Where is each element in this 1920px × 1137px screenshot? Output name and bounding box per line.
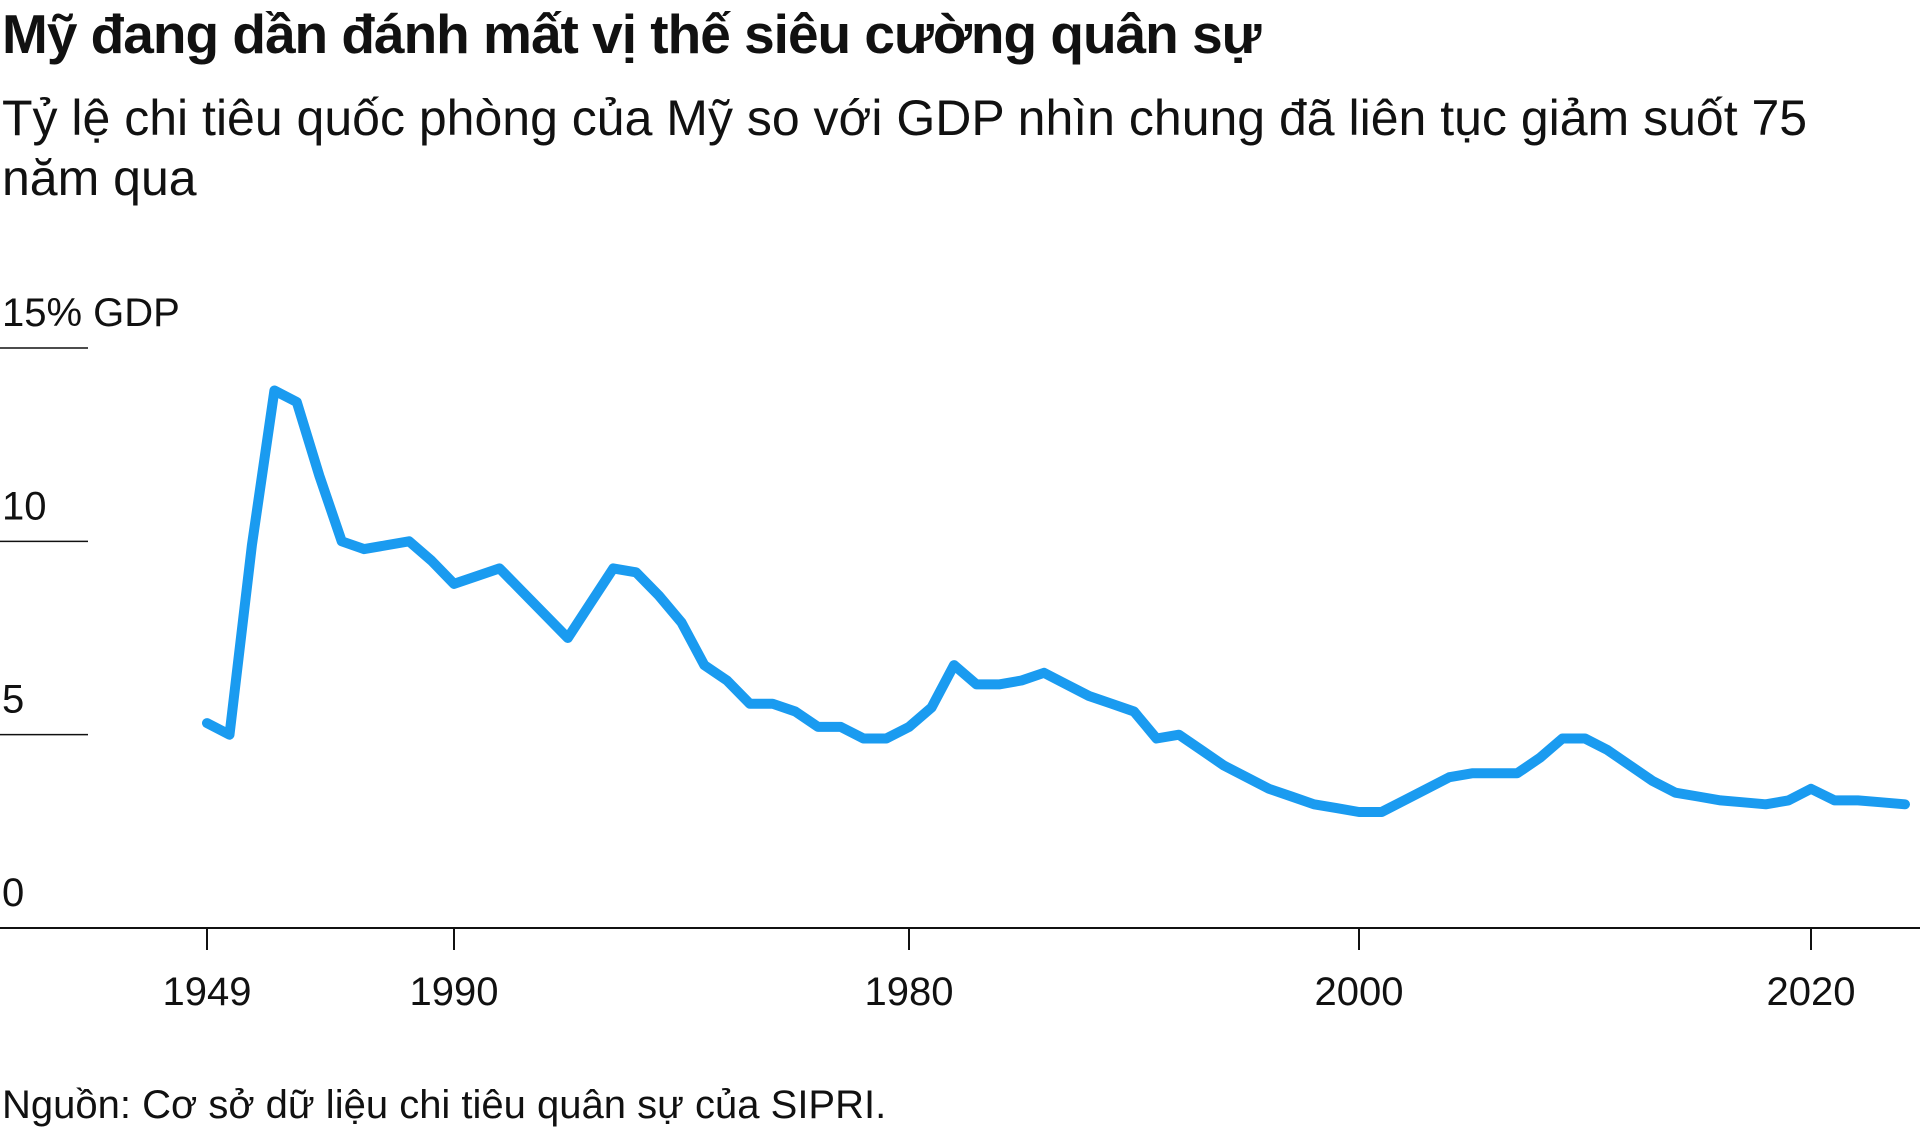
- y-tick-label: 15% GDP: [2, 291, 180, 335]
- x-tick-label: 2020: [1767, 970, 1856, 1014]
- chart-title: Mỹ đang dần đánh mất vị thế siêu cường q…: [2, 3, 1261, 65]
- y-tick-label: 10: [2, 484, 47, 528]
- series-layer: [202, 385, 1910, 817]
- y-tick-label: 5: [2, 678, 24, 722]
- x-tick-label: 1949: [163, 970, 252, 1014]
- x-tick-label: 1990: [410, 970, 499, 1014]
- y-tick-label: 0: [2, 871, 24, 915]
- chart-subtitle: Tỷ lệ chi tiêu quốc phòng của Mỹ so với …: [2, 90, 1808, 206]
- series-line-0: [202, 385, 1910, 817]
- y-axis: 15% GDP 10 5 0: [0, 291, 180, 915]
- source-note: Nguồn: Cơ sở dữ liệu chi tiêu quân sự củ…: [2, 1083, 887, 1127]
- x-axis: 1949 1990 1980 2000 2020: [0, 927, 1920, 1014]
- x-tick-label: 1980: [865, 970, 954, 1014]
- x-tick-label: 2000: [1315, 970, 1404, 1014]
